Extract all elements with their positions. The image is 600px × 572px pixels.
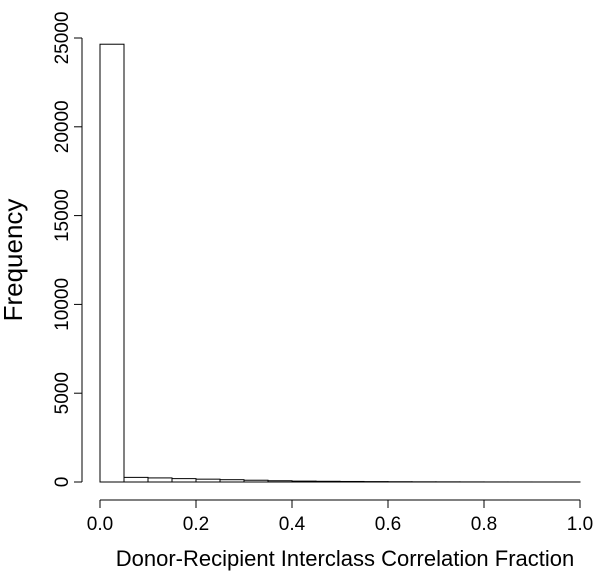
y-tick-label: 10000 [52,278,73,331]
y-tick-label: 0 [52,477,73,488]
histogram-bar [291,480,317,483]
y-tick-label: 20000 [52,100,73,153]
histogram-bar [219,479,245,483]
histogram-bar [243,479,269,483]
x-axis: 0.0 0.2 0.4 0.6 0.8 1.0 [87,499,593,535]
y-axis-title: Frequency [0,199,28,322]
x-tick-label: 0.2 [183,514,209,535]
y-tick-label: 25000 [52,12,73,65]
x-tick-label: 1.0 [567,514,593,535]
x-tick-label: 0.4 [279,514,306,535]
x-axis-title: Donor-Recipient Interclass Correlation F… [116,546,575,571]
x-tick-label: 0.8 [471,514,497,535]
histogram-bar [339,480,365,483]
histogram-bar [195,478,221,483]
y-tick-label: 15000 [52,189,73,242]
y-tick-label: 5000 [52,372,73,414]
y-axis: 0 5000 10000 15000 20000 25000 [52,12,83,488]
histogram-bar [315,480,341,483]
histogram-bar [147,477,173,483]
histogram-bars [99,43,581,483]
histogram-bar [267,480,293,483]
histogram-bar [123,476,149,483]
x-tick-label: 0.6 [375,514,401,535]
histogram-bar [99,43,125,483]
histogram-bar [171,478,197,483]
x-tick-label: 0.0 [87,514,113,535]
